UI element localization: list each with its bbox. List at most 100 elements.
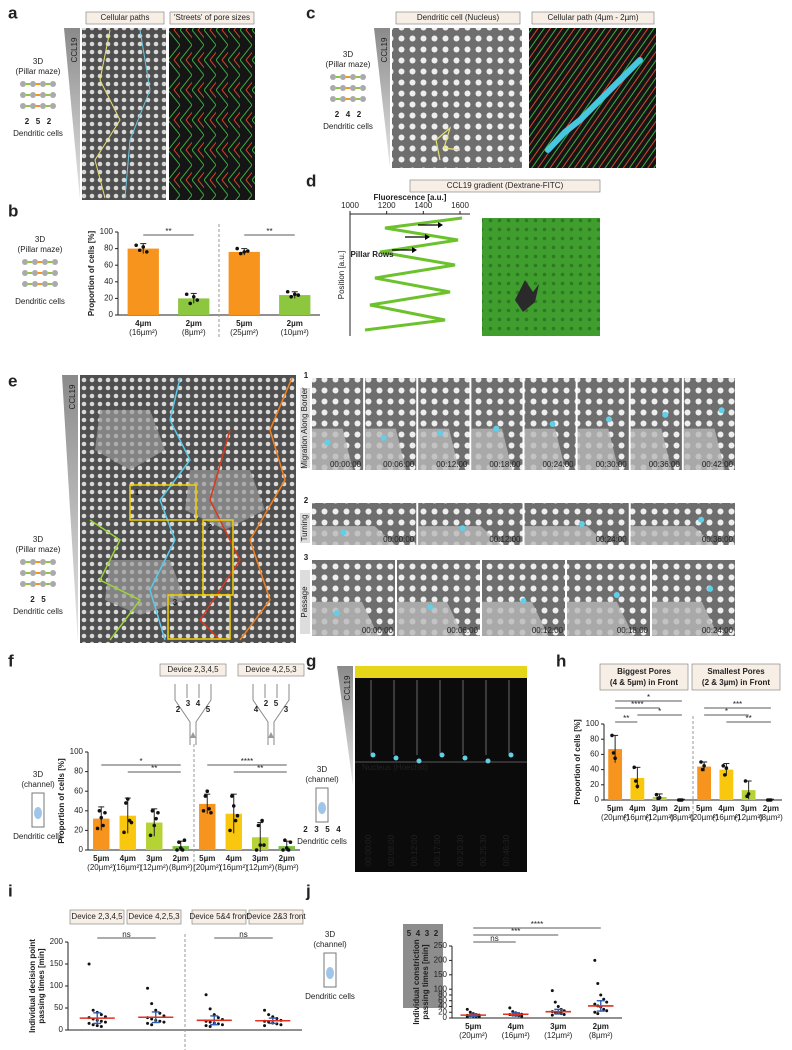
image [482, 218, 600, 336]
arrow-head [190, 732, 196, 738]
significance-label: ** [257, 764, 263, 773]
pillar-region [312, 601, 379, 636]
gradient-label: CCL19 [380, 37, 389, 62]
data-point [602, 1007, 606, 1011]
row-label-box [300, 513, 310, 543]
header-box [531, 11, 655, 25]
gradient-wedge [337, 666, 353, 786]
y-tick-label: 100 [70, 747, 84, 756]
x-tick-label: 3µm [252, 854, 268, 863]
x-tick-note: (16µm²) [502, 1031, 531, 1040]
y-tick-label: 80 [590, 734, 599, 743]
header-box [599, 663, 689, 691]
data-point [180, 848, 185, 852]
pillar [20, 581, 26, 587]
row-number: 2 [304, 496, 309, 505]
pillar [350, 74, 356, 80]
data-point [99, 1013, 103, 1017]
timestamp: 00:24:00 [542, 460, 574, 469]
data-point [188, 301, 193, 306]
y-tick-label: 40 [590, 765, 599, 774]
pillar-region [312, 526, 396, 545]
timestamp: 00:36:00 [702, 535, 734, 544]
pore-number: 5 [325, 825, 330, 834]
pillar [50, 103, 56, 109]
data-point [657, 795, 662, 800]
annotation: Pillar Rows [350, 250, 394, 259]
pillar [30, 559, 36, 565]
schematic-title: 3D [343, 50, 353, 59]
header-box [409, 179, 601, 193]
data-point [201, 809, 206, 813]
pore-number: 4 [346, 110, 351, 119]
pillar [330, 74, 336, 80]
schematic-cells: Dendritic cells [13, 129, 63, 138]
device-outline [252, 684, 290, 745]
pillar [42, 270, 48, 276]
data-point [141, 245, 146, 249]
inset-box [129, 484, 197, 521]
pore-number: 4 [196, 699, 201, 708]
row-label: Turning [300, 515, 309, 542]
data-point [146, 986, 150, 990]
pillar [42, 259, 48, 265]
tick-label: 1200 [378, 201, 396, 210]
data-point [150, 1023, 154, 1027]
panel-letter: a [8, 3, 18, 22]
significance-label: ** [151, 764, 157, 773]
data-point [99, 815, 104, 820]
header: Device 2,3,4,5 [167, 665, 219, 674]
data-point [605, 1009, 609, 1013]
header-box [159, 663, 227, 677]
schematic-cells: Dendritic cells [13, 607, 63, 616]
y-tick-label: 200 [434, 956, 448, 965]
y-tick-label: 0 [59, 1025, 64, 1034]
timestamp: 00:17:00 [433, 834, 442, 866]
y-tick-label: 150 [434, 970, 448, 979]
pillar [30, 81, 36, 87]
header: CCL19 gradient (Dextrane-FITC) [447, 181, 564, 190]
x-tick-note: (16µm²) [129, 328, 158, 337]
data-point [154, 816, 158, 821]
data-point [613, 756, 617, 760]
data-point [593, 958, 597, 962]
timestamp: 00:06:00 [447, 626, 479, 635]
row-number: 1 [304, 371, 309, 380]
arrow-head [425, 234, 430, 240]
data-point [231, 804, 236, 808]
data-point [680, 798, 684, 802]
data-point [203, 794, 208, 798]
timestamp: 00:12:00 [436, 460, 468, 469]
bar [697, 766, 712, 800]
group-title: Device 2,3,4,5 [71, 912, 123, 921]
x-tick-note: (12µm²) [246, 863, 275, 872]
x-tick-note: (8µm²) [182, 328, 206, 337]
image [169, 28, 255, 200]
y-tick-label: 60 [74, 786, 83, 795]
data-point [103, 1020, 107, 1024]
cell [493, 425, 500, 432]
pillar-region [471, 428, 513, 470]
y-axis-label: passing times [min] [421, 944, 430, 1019]
timestamp: 00:12:00 [410, 834, 419, 866]
y-tick-label: 100 [586, 719, 600, 728]
data-point [129, 820, 134, 825]
pillar-region [630, 526, 715, 545]
data-point [245, 249, 250, 253]
pillar [40, 92, 46, 98]
data-point [238, 251, 243, 256]
y-tick-label: 0 [79, 845, 84, 854]
data-point [99, 1024, 103, 1028]
data-point [134, 243, 138, 248]
pillar [50, 92, 56, 98]
data-point [654, 792, 659, 797]
gradient-band [355, 666, 527, 678]
data-point [593, 1010, 597, 1014]
data-point [103, 810, 107, 815]
pore-number: 3 [314, 825, 319, 834]
cell [436, 430, 443, 437]
pillar [340, 85, 346, 91]
header: Cellular path (4µm - 2µm) [547, 13, 638, 22]
cell [578, 521, 585, 527]
